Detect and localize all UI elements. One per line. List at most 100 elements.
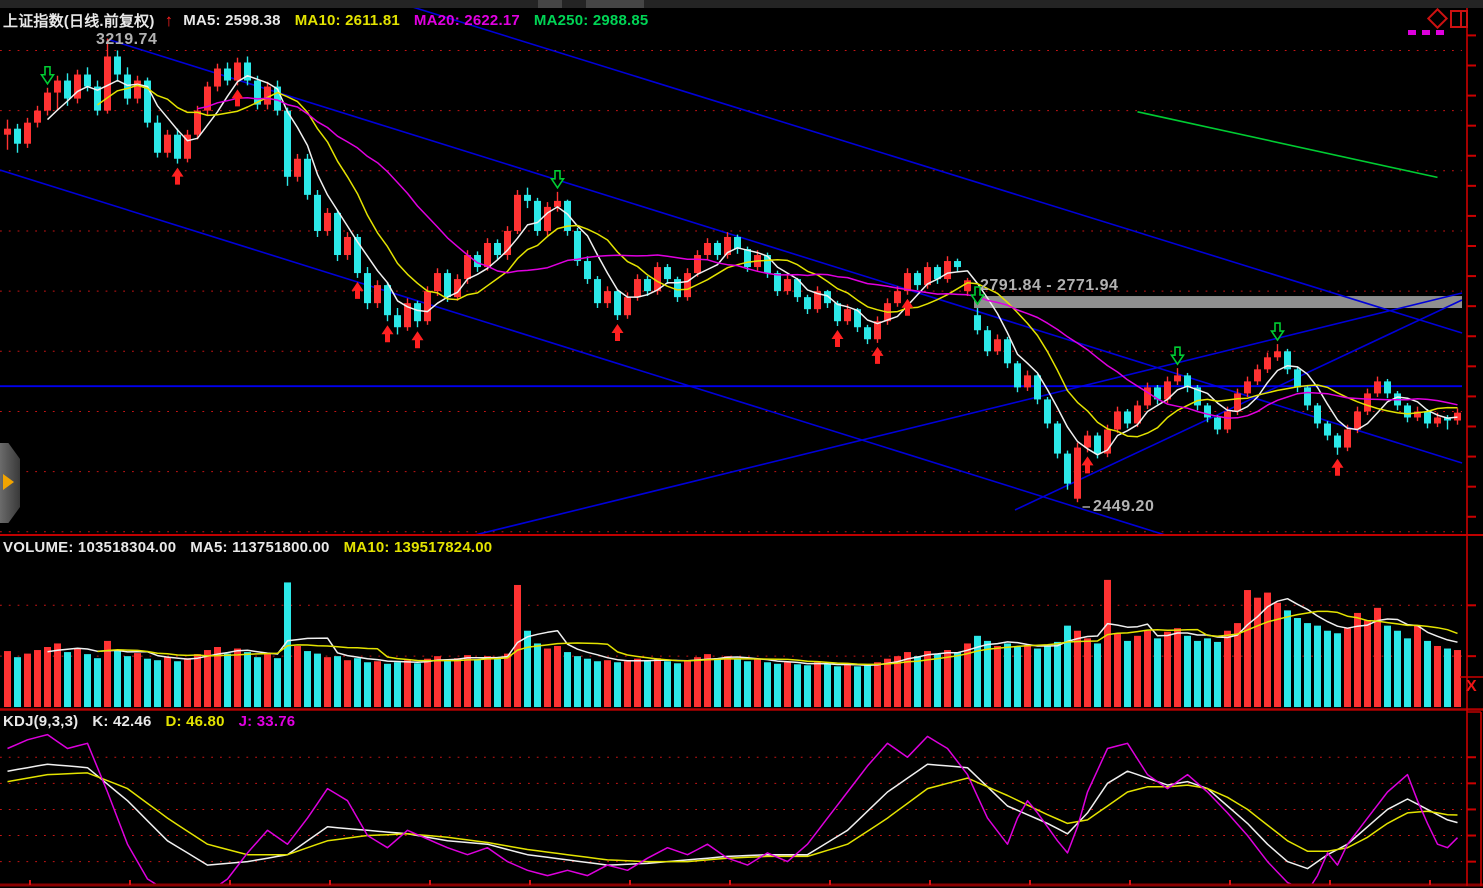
candle — [704, 242, 711, 256]
candle — [354, 236, 361, 274]
ma250-value: MA250: 2988.85 — [533, 12, 649, 29]
volume-bar — [604, 660, 611, 707]
candle — [1354, 411, 1361, 430]
candle — [34, 110, 41, 123]
split-window-icon[interactable] — [1450, 10, 1468, 28]
volume-bar — [1094, 643, 1101, 707]
candle — [1344, 429, 1351, 448]
volume-bar — [1354, 612, 1361, 707]
volume-bar — [934, 654, 941, 707]
candle — [744, 249, 751, 268]
candle — [454, 279, 461, 298]
candle — [414, 303, 421, 322]
volume-bar — [204, 650, 211, 707]
candle — [534, 200, 541, 231]
candle — [1324, 423, 1331, 436]
volume-bar — [94, 658, 101, 707]
volume-bar — [194, 654, 201, 707]
buy-signal-arrow-icon — [901, 298, 914, 316]
volume-bar — [1434, 645, 1441, 707]
sidebar-expander-tab[interactable] — [0, 443, 20, 523]
volume-bar — [564, 652, 571, 707]
volume-bar — [324, 657, 331, 707]
volume-bar — [544, 648, 551, 707]
volume-bar — [834, 666, 841, 707]
candle — [844, 309, 851, 322]
candle — [564, 200, 571, 231]
buy-signal-arrow-icon — [411, 331, 424, 349]
volume-bar — [1334, 633, 1341, 707]
candle — [764, 255, 771, 274]
volume-bar — [374, 661, 381, 707]
candle — [244, 62, 251, 81]
candle — [1024, 375, 1031, 388]
volume-bar — [1364, 620, 1371, 707]
volume-bar — [1284, 610, 1291, 707]
volume-bar — [414, 663, 421, 707]
volume-bar — [74, 648, 81, 707]
volume-bar — [1024, 644, 1031, 707]
volume-bar — [714, 658, 721, 707]
close-icon[interactable]: X — [1466, 678, 1477, 695]
buy-signal-arrow-icon — [1331, 458, 1344, 476]
candle — [974, 315, 981, 331]
candle — [854, 309, 861, 328]
candle — [44, 92, 51, 111]
candle — [184, 134, 191, 159]
volume-bar — [854, 666, 861, 707]
candle — [464, 255, 471, 280]
volume-bar — [1304, 623, 1311, 707]
candle — [1384, 381, 1391, 394]
candle — [954, 261, 961, 268]
candle — [554, 200, 561, 207]
candle — [1194, 387, 1201, 406]
chart-frame — [0, 8, 1483, 887]
volume-bar — [1384, 625, 1391, 707]
candle — [24, 122, 31, 144]
ellipsis-icon[interactable] — [1408, 30, 1444, 35]
candle — [944, 261, 951, 280]
volume-bar — [864, 665, 871, 707]
candle — [214, 68, 221, 87]
candle — [574, 230, 581, 262]
kdj-panel — [0, 733, 1462, 885]
volume-bar — [1104, 579, 1111, 707]
candle — [374, 285, 381, 304]
volume-bar — [4, 651, 11, 707]
diamond-icon[interactable] — [1426, 7, 1449, 30]
candle — [904, 273, 911, 292]
volume-bar — [1014, 647, 1021, 707]
volume-bar — [724, 656, 731, 707]
kdj-k-value: K: 42.46 — [92, 713, 152, 730]
candle — [294, 158, 301, 177]
volume-bar — [344, 660, 351, 707]
split-window-divider — [1460, 12, 1462, 26]
buy-signal-arrow-icon — [831, 330, 844, 348]
ma5-value: MA5: 2598.38 — [183, 12, 281, 29]
candle — [774, 273, 781, 292]
candle — [684, 273, 691, 298]
volume-bar — [154, 660, 161, 707]
volume-bar — [844, 664, 851, 707]
candle — [94, 86, 101, 111]
volume-bar — [1204, 638, 1211, 707]
candle — [1364, 393, 1371, 412]
top-strip-segment — [586, 0, 644, 8]
volume-bar — [664, 661, 671, 707]
candle — [114, 56, 121, 75]
candle — [1434, 417, 1441, 424]
volume-ma10-value: MA10: 139517824.00 — [343, 539, 493, 556]
candle — [834, 303, 841, 322]
candle — [1144, 387, 1151, 406]
sell-signal-arrow-icon — [970, 286, 985, 306]
volume-bar — [444, 660, 451, 707]
volume-bar — [114, 650, 121, 707]
candle — [274, 86, 281, 111]
candle — [1204, 405, 1211, 418]
candle — [724, 236, 731, 256]
volume-bar — [1164, 631, 1171, 707]
volume-bar — [1074, 630, 1081, 707]
volume-bar — [964, 643, 971, 707]
volume-bar — [514, 584, 521, 707]
